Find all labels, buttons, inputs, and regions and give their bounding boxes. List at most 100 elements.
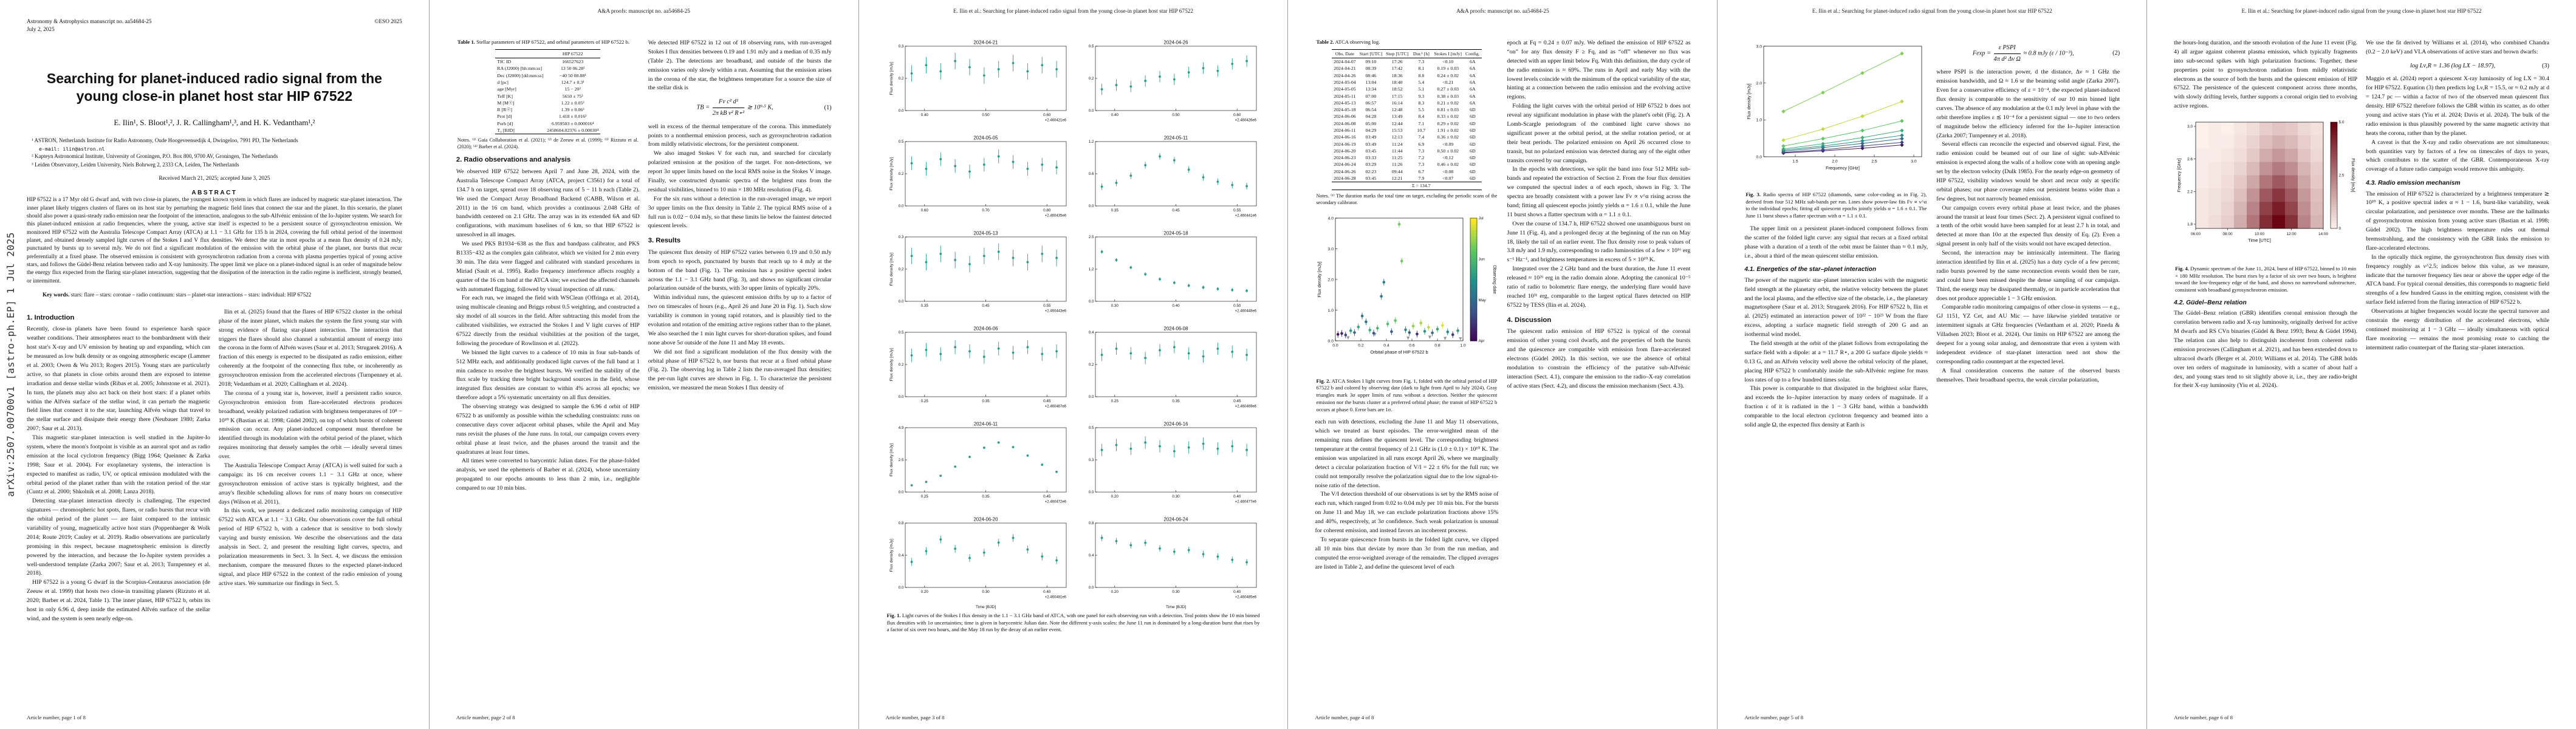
svg-text:+2.460441e6: +2.460441e6 (1235, 214, 1256, 218)
page-1: arXiv:2507.00700v1 [astro-ph.EP] 1 Jul 2… (0, 0, 430, 729)
discussion-continued-text: The upper limit on a persistent planet-i… (1744, 225, 1928, 261)
svg-text:3.0: 3.0 (1756, 44, 1762, 49)
paragraph: To separate quiescence from bursts in th… (1315, 536, 1499, 570)
svg-text:+2.460472e6: +2.460472e6 (1044, 501, 1066, 504)
page2-column-right: We detected HIP 67522 in 12 out of 18 ob… (648, 39, 832, 493)
section-2-heading: 2. Radio observations and analysis (456, 156, 571, 164)
table-2-label: Table 2. (1316, 39, 1334, 45)
table-row: 2024-05-05 13:34 18:52 5.1 0.27 ± 0.03 6A (1334, 86, 1476, 92)
paragraph: Integrated over the 2 GHz band and the b… (1507, 265, 1691, 309)
svg-text:2024-05-13: 2024-05-13 (973, 231, 998, 236)
paragraph: ¹ ASTRON, Netherlands Institute for Radi… (32, 137, 298, 144)
fraction: ε PSPI 4π d² Δν Ω (1993, 44, 2021, 63)
svg-text:Time [UTC]: Time [UTC] (2248, 238, 2271, 243)
svg-text:May: May (1479, 298, 1487, 303)
paragraph: A final consideration concerns the natur… (1936, 367, 2120, 383)
table-row: 2024-06-24 03:29 11:26 7.3 0.46 ± 0.02 6D (1334, 162, 1476, 168)
paragraph: We observed HIP 67522 between April 7 an… (456, 168, 640, 239)
paragraph: ² Kapteyn Astronomical Institute, Univer… (32, 153, 278, 160)
svg-text:2.5: 2.5 (1088, 235, 1094, 239)
svg-text:4.0: 4.0 (1328, 216, 1334, 221)
fig1-panel-2024-06-08: 2024-06-08 0.0 0.2 0.4 0.25 0.35 0.45 +2.460469… (1088, 326, 1256, 409)
svg-text:0.0: 0.0 (1088, 395, 1094, 399)
figure-3-caption: Fig. 3. Radio spectra of HIP 67522 (diam… (1745, 191, 1927, 219)
paragraph: e-mail: ilin@astron.nl (39, 145, 105, 152)
svg-text:3.0: 3.0 (1328, 247, 1334, 252)
emission-mechanism-text: The emission of HIP 67522 is characteriz… (2366, 190, 2549, 353)
table-2-notes: Notes. ⁽¹⁾ The duration marks the total … (1316, 193, 1498, 205)
svg-text:0.55: 0.55 (1043, 304, 1051, 308)
discussion-intro-text: The quiescent radio emission of HIP 6752… (1507, 327, 1690, 391)
table-row: Prot [d] 1.418 ± 0.016³ (497, 114, 587, 120)
svg-text:Time [BJD]: Time [BJD] (975, 605, 995, 609)
table-row: d [pc] 124.7 ± 0.3¹ (497, 79, 584, 85)
table-row: T₀ [BJD] 2458604.02376 ± 0.00030⁴ (495, 127, 601, 135)
fig1-panel-2024-06-20: 2024-06-20 0.0 0.4 0.8 0.20 0.30 0.40 +2.460481… (889, 517, 1067, 610)
svg-text:Frequency [GHz]: Frequency [GHz] (2176, 159, 2182, 193)
fig4-svg: 06:00 08:00 10:00 12:00 14:00 3.0 2.6 2.2 1.8 Tim… (2176, 120, 2355, 243)
svg-text:2024-06-06: 2024-06-06 (973, 326, 998, 332)
svg-text:+2.460469e6: +2.460469e6 (1235, 405, 1256, 409)
svg-text:0.4: 0.4 (1384, 343, 1390, 347)
table-row: 2024-06-23 03:33 11:25 7.2 <0.12 6D (1334, 155, 1476, 161)
paragraph: The emission of HIP 67522 is characteriz… (2366, 190, 2549, 252)
svg-text:0.40: 0.40 (1172, 304, 1180, 308)
figure-1-caption: Fig. 1. Light curves of the Stokes I flu… (886, 612, 1260, 633)
svg-text:0.5: 0.5 (1088, 426, 1094, 430)
paragraph: In the optically thick regime, the gyros… (2366, 253, 2549, 306)
subsection-4-1-heading: 4.1. Energetics of the star–planet inter… (1744, 266, 1877, 273)
table-row: R [R☉] 1.39 ± 0.06³ (497, 107, 584, 113)
page-footer: Article number, page 6 of 8 (2174, 714, 2233, 720)
page-3: E. Ilin et al.: Searching for planet-ind… (858, 0, 1289, 729)
svg-text:0.0: 0.0 (1756, 155, 1762, 159)
table-row: 2024-04-07 09:10 17:26 7.3 <0.10 6A (1334, 59, 1476, 65)
svg-text:0.2: 0.2 (1088, 77, 1094, 81)
table-row: TIC ID 166527623 (497, 59, 584, 65)
svg-text:0.45: 0.45 (1172, 208, 1180, 213)
table-row: 2024-05-18 06:54 12:48 5.5 0.81 ± 0.03 6D (1334, 107, 1476, 113)
paragraph: where PSPI is the interaction power, d t… (1936, 69, 2120, 139)
table-row: Teff [K] 5650 ± 75³ (497, 93, 583, 99)
svg-text:0.0: 0.0 (898, 586, 903, 590)
fig1-panel-2024-06-24: 2024-06-24 0.0 0.4 0.8 0.20 0.30 0.40 +2.460485… (1088, 517, 1256, 610)
figure-2-caption: Fig. 2. ATCA Stokes I light curves from … (1316, 377, 1498, 412)
paragraph: Within individual runs, the quiescent em… (648, 294, 832, 346)
fig1-panel-2024-05-05: 2024-05-05 0.0 0.2 0.5 0.60 0.70 0.80+2.460435… (889, 135, 1067, 218)
data-table: HIP 67522 TIC ID 166527623 RA (J2000) [hh:m… (495, 49, 601, 135)
equation-number: (2) (2112, 50, 2120, 57)
paragraph: Maggio et al. (2024) report a quiescent … (2366, 75, 2549, 137)
svg-text:0.35: 0.35 (982, 495, 990, 499)
running-head: E. Ilin et al.: Searching for planet-ind… (2241, 9, 2482, 15)
paragraph: Detecting star-planet interaction direct… (27, 498, 210, 577)
svg-text:0.50: 0.50 (982, 113, 990, 117)
page1-column-left: 1. Introduction Recently, close-in plane… (27, 308, 210, 624)
equation-1: TB = Fν c² d² 2π kB ν² R⋆² ≳ 10⁹·⁵ K, (1) (648, 97, 832, 118)
svg-text:0.0: 0.0 (1328, 339, 1334, 343)
svg-text:1.0: 1.0 (1461, 343, 1467, 347)
table-row: Σ = 134.7 (1332, 182, 1482, 190)
table-row: 2024-06-16 03:49 12:13 7.4 0.36 ± 0.02 6D (1334, 134, 1476, 140)
svg-text:0.0: 0.0 (1333, 343, 1339, 347)
svg-text:3.0: 3.0 (1911, 160, 1917, 164)
svg-text:0.5: 0.5 (1088, 44, 1094, 49)
svg-text:0.40: 0.40 (1233, 495, 1241, 499)
paragraph: The observing strategy was designed to s… (456, 403, 640, 456)
figure-1: 2024-04-21 0.0 0.2 0.3 0.40 0.50 0.60 +2.460421… (886, 39, 1261, 634)
paragraph: The upper limit on a persistent planet-i… (1744, 225, 1928, 259)
page-footer: Article number, page 1 of 8 (27, 714, 86, 720)
svg-text:0.0: 0.0 (1088, 204, 1094, 208)
svg-text:0.3: 0.3 (898, 44, 903, 49)
fraction: Fν c² d² 2π kB ν² R⋆² (712, 98, 745, 117)
svg-text:0.50: 0.50 (1233, 304, 1241, 308)
svg-text:2.0: 2.0 (1328, 278, 1334, 282)
svg-text:0.45: 0.45 (1233, 399, 1241, 403)
svg-text:2024-06-16: 2024-06-16 (1163, 422, 1188, 427)
page4-column-left: Table 2. ATCA observing log. Obs. Date St… (1315, 39, 1498, 572)
fig1-panel-2024-04-21: 2024-04-21 0.0 0.2 0.3 0.40 0.50 0.60 +2.460421… (889, 40, 1067, 123)
manuscript-header: Astronomy & Astrophysics manuscript no. … (27, 18, 402, 35)
fig1-panel-2024-05-11: 2024-05-11 0.0 0.6 1.2 0.35 0.45 0.55+2.460441… (1088, 135, 1256, 218)
table-row: age [Myr] 15 − 20² (497, 86, 581, 92)
running-head: A&A proofs: manuscript no. aa54684-25 (1456, 9, 1549, 15)
table-row: RA (J2000) [hh:mm:ss] 13 50 06.28¹ (497, 66, 585, 72)
